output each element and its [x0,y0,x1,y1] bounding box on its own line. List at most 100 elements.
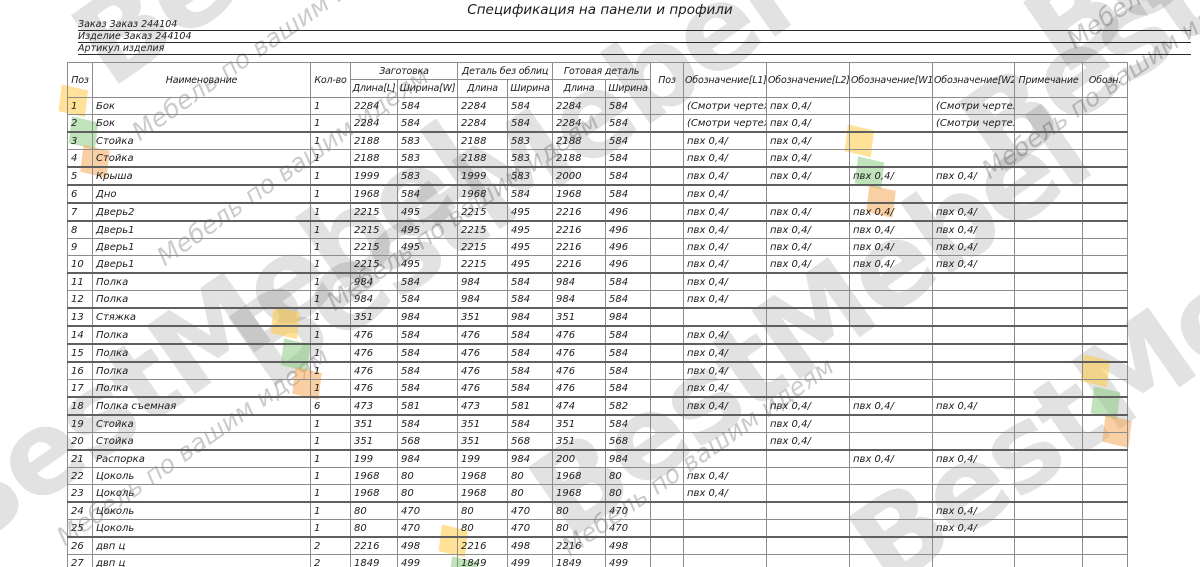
table-cell: Стяжка [92,307,311,327]
table-cell [932,554,1016,567]
table-cell [766,307,851,327]
table-cell [1082,272,1129,291]
table-row: 21 Распорка 1 199 984 199 984 200 984 пвх 0,4/пвх… [67,449,1129,468]
table-cell: Стойка [92,131,311,150]
col-group-zagotovka: Заготовка [349,62,459,80]
table-cell: пвх 0,4/ [683,467,768,485]
table-cell: 1 [310,166,351,186]
table-cell: 2188 [350,131,398,150]
table-cell: 2188 [350,149,398,168]
table-cell: 496 [605,202,652,222]
table-cell: 80 [396,484,459,503]
table-cell [1014,238,1084,256]
col-header-w2: Обозначение[W2] [932,62,1016,98]
header-fields: Заказ Заказ 244104 Изделие Заказ 244104 … [78,19,1191,55]
table-cell [849,272,934,291]
table-cell: 584 [507,290,554,309]
table-cell: 474 [552,396,607,416]
table-cell: Дверь2 [92,202,311,222]
table-cell [683,519,768,538]
table-cell: 584 [605,97,652,115]
table-cell: 2284 [457,97,509,115]
table-cell: 499 [605,554,652,567]
table-cell: 2284 [350,97,398,115]
table-cell: 476 [457,343,509,363]
table-cell [1082,343,1129,363]
table-cell: 584 [605,379,652,398]
page-title: Спецификация на панели и профили [467,2,733,18]
table-cell: 1 [310,272,351,291]
table-cell [650,343,685,363]
table-cell [1014,149,1084,168]
table-cell: 583 [396,166,459,186]
table-cell: пвх 0,4/ [766,97,851,115]
field-article: Артикул изделия [78,43,1191,55]
table-cell: 584 [605,149,652,168]
table-cell: 473 [457,396,509,416]
table-row: 22 Цоколь 1 1968 80 1968 80 1968 80 пвх 0,4/ [67,467,1129,485]
table-cell [1082,536,1129,555]
table-cell [1082,149,1129,168]
table-cell [932,184,1016,204]
table-cell: 584 [507,325,554,345]
table-cell: 584 [605,361,652,380]
table-cell: 498 [507,536,554,555]
table-cell [766,554,851,567]
table-cell: 351 [350,432,398,451]
table-cell: 80 [552,519,607,538]
table-cell [650,449,685,468]
table-cell: 1968 [457,467,509,485]
table-cell: пвх 0,4/ [932,519,1016,538]
table-cell [849,343,934,363]
table-cell: 6 [67,184,93,204]
col-header-w1: Обозначение[W1] [849,62,934,98]
table-row: 24 Цоколь 1 80 470 80 470 80 470 пвх 0,4/ [67,501,1129,520]
table-cell: пвх 0,4/ [766,220,851,239]
table-cell: 984 [552,272,607,291]
table-cell [849,519,934,538]
table-cell [1014,536,1084,555]
table-cell: 2284 [552,97,607,115]
table-cell [1014,449,1084,468]
table-cell [650,414,685,433]
table-cell [1014,432,1084,451]
table-cell: 27 [67,554,93,567]
table-cell: Бок [92,97,311,115]
table-cell: 5 [67,166,93,186]
table-cell: пвх 0,4/ [849,220,934,239]
table-cell: 80 [350,519,398,538]
table-cell: 583 [396,131,459,150]
table-cell [932,325,1016,345]
table-cell [1082,449,1129,468]
table-row: 4 Стойка 1 2188 583 2188 583 2188 584 пвх 0,4/пвх… [67,149,1129,168]
table-cell [766,467,851,485]
table-cell: 15 [67,343,93,363]
table-cell: Полка [92,290,311,309]
table-cell: 2215 [457,238,509,256]
table-cell: Цоколь [92,484,311,503]
table-cell: Полка съемная [92,396,311,416]
table-cell [932,379,1016,398]
table-cell [650,484,685,503]
table-cell: 568 [605,432,652,451]
table-cell [1082,484,1129,503]
table-cell: 1 [310,379,351,398]
table-cell: 1 [67,97,93,115]
table-cell: пвх 0,4/ [683,166,768,186]
table-cell: 584 [507,379,554,398]
table-cell [932,343,1016,363]
table-cell [1082,554,1129,567]
table-cell: 476 [350,343,398,363]
table-cell: 1849 [350,554,398,567]
table-cell [650,149,685,168]
table-cell: 6 [310,396,351,416]
table-cell: 984 [605,307,652,327]
table-cell: 17 [67,379,93,398]
table-cell: пвх 0,4/ [766,414,851,433]
field-order: Заказ Заказ 244104 [78,19,1191,31]
col-header-note: Примечание [1014,62,1084,98]
table-cell: 80 [552,501,607,520]
table-cell [650,255,685,274]
table-cell [683,307,768,327]
